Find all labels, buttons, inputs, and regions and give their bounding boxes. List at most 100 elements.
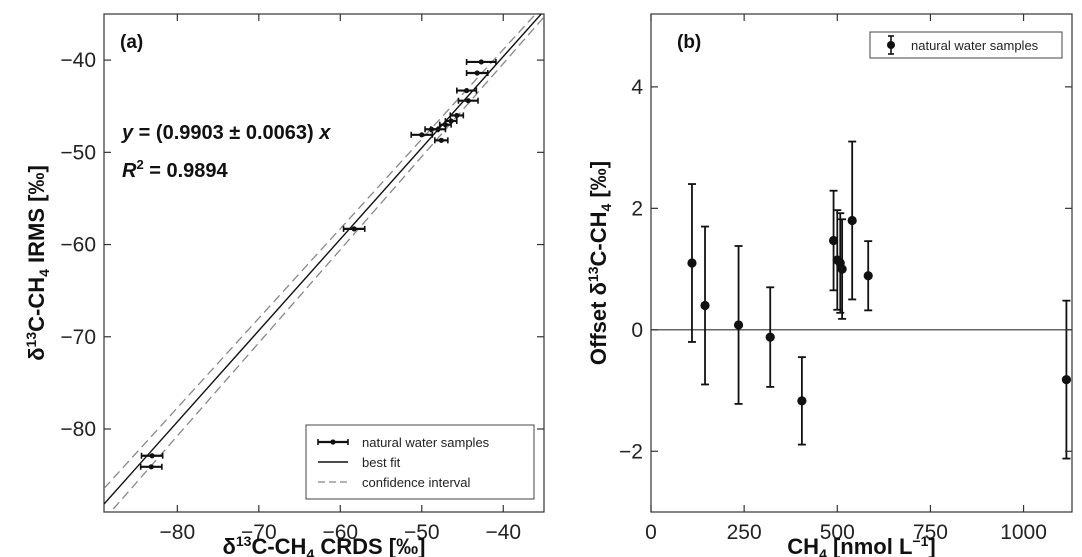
x-tick-label: 750 bbox=[913, 521, 948, 544]
r-squared-value: = 0.9894 bbox=[144, 160, 229, 182]
sample-point bbox=[438, 121, 452, 128]
x-tick-label: −40 bbox=[485, 521, 521, 544]
fit-equation-coefficient: = (0.9903 ± 0.0063) bbox=[133, 122, 319, 144]
sample-point bbox=[765, 286, 775, 388]
sample-point bbox=[457, 97, 479, 104]
y-tick-label: −50 bbox=[60, 141, 96, 164]
data-point bbox=[419, 132, 425, 138]
panel-b-plot-frame bbox=[650, 13, 1073, 513]
sample-point bbox=[797, 356, 807, 446]
legend-marker bbox=[887, 41, 895, 49]
panel-a-plot-frame bbox=[103, 13, 545, 513]
legend-label-natural-water-samples: natural water samples bbox=[911, 38, 1039, 53]
sample-point bbox=[847, 140, 857, 301]
x-tick-label: −80 bbox=[160, 521, 196, 544]
data-point bbox=[478, 59, 484, 65]
x-tick-label: 250 bbox=[727, 521, 762, 544]
sample-point bbox=[837, 218, 847, 320]
data-point bbox=[828, 235, 839, 246]
panel-a-plot-area bbox=[104, 14, 544, 512]
panel-b-legend-box bbox=[869, 31, 1063, 59]
x-tick-label: −50 bbox=[404, 521, 440, 544]
legend-symbol-natural-water-samples bbox=[317, 439, 349, 445]
panel-a-label: (a) bbox=[120, 32, 143, 53]
sample-point bbox=[733, 245, 744, 405]
data-point bbox=[148, 464, 154, 470]
data-point bbox=[448, 118, 454, 124]
y-tick-label: 0 bbox=[631, 319, 643, 342]
sample-point bbox=[449, 112, 465, 119]
legend-symbol-natural-water-samples bbox=[887, 35, 895, 55]
sample-point bbox=[140, 452, 164, 459]
panel-b-x-axis-title: CH4 [nmol L−1] bbox=[787, 533, 935, 557]
sample-point bbox=[424, 126, 439, 133]
x-tick-label: 500 bbox=[820, 521, 855, 544]
panel-a-legend: natural water samples best fit confidenc… bbox=[305, 424, 535, 500]
data-point bbox=[687, 258, 697, 268]
best-fit-line bbox=[104, 14, 543, 505]
x-tick-label: 0 bbox=[645, 521, 657, 544]
fit-equation-x: x bbox=[318, 122, 331, 144]
confidence-interval-line bbox=[104, 14, 537, 489]
data-point bbox=[428, 126, 435, 132]
data-point bbox=[733, 320, 744, 330]
data-point bbox=[474, 70, 480, 76]
data-point bbox=[438, 137, 444, 143]
y-tick-label: −2 bbox=[619, 440, 643, 463]
panel-b-ticks: 0 250 500 750 1000 −2 0 2 4 bbox=[619, 14, 1072, 544]
panel-a-y-axis-title: δ13C-CH4 IRMS [‰] bbox=[23, 165, 52, 361]
sample-point bbox=[444, 117, 458, 124]
y-tick-label: 4 bbox=[631, 76, 643, 99]
y-tick-label: −60 bbox=[60, 234, 96, 257]
y-tick-label: −80 bbox=[60, 418, 96, 441]
data-point bbox=[700, 300, 710, 311]
panel-a-x-axis-title: δ13C-CH4 CRDS [‰] bbox=[223, 533, 426, 557]
data-point bbox=[1061, 375, 1072, 385]
panel-b-y-axis-title: Offset δ13C-CH4 [‰] bbox=[585, 161, 614, 365]
sample-point bbox=[434, 137, 449, 144]
panel-a-fit-equation: y = (0.9903 ± 0.0063) x bbox=[121, 122, 331, 144]
x-tick-label: −70 bbox=[241, 521, 277, 544]
sample-point bbox=[342, 225, 366, 232]
panel-b-label: (b) bbox=[677, 32, 701, 53]
data-point bbox=[797, 396, 807, 406]
sample-point bbox=[465, 70, 489, 77]
data-point bbox=[149, 453, 155, 459]
y-tick-label: −70 bbox=[60, 326, 96, 349]
sample-point bbox=[863, 240, 873, 312]
data-point bbox=[837, 264, 847, 274]
sample-point bbox=[700, 225, 710, 386]
panel-b: 0 250 500 750 1000 −2 0 2 4 (b) CH4 [nmol L−1] O… bbox=[585, 13, 1073, 557]
panel-b-legend: natural water samples bbox=[869, 31, 1063, 59]
y-tick-label: −40 bbox=[60, 49, 96, 72]
data-point bbox=[847, 215, 857, 226]
r-squared-exponent: 2 bbox=[136, 157, 143, 172]
panel-b-plot-area bbox=[651, 140, 1072, 460]
sample-point bbox=[410, 131, 434, 138]
legend-label-natural-water-samples: natural water samples bbox=[362, 435, 490, 450]
legend-label-best-fit: best fit bbox=[362, 455, 401, 470]
y-tick-label: 2 bbox=[631, 197, 643, 220]
x-tick-label: 1000 bbox=[1000, 521, 1047, 544]
data-point bbox=[465, 98, 471, 104]
sample-point bbox=[1061, 299, 1072, 460]
data-point bbox=[863, 271, 873, 281]
sample-point bbox=[465, 58, 497, 65]
sample-point bbox=[139, 463, 163, 470]
legend-label-confidence-interval: confidence interval bbox=[362, 475, 471, 490]
x-tick-label: −60 bbox=[322, 521, 358, 544]
data-point bbox=[454, 112, 460, 119]
r-squared-symbol: R bbox=[122, 160, 137, 182]
panel-a-ticks: −80 −70 −60 −50 −40 −80 −70 −60 −50 −40 bbox=[60, 14, 544, 544]
legend-marker bbox=[330, 439, 336, 445]
data-point bbox=[351, 226, 357, 232]
data-point bbox=[765, 332, 775, 342]
sample-point bbox=[456, 87, 478, 94]
fit-equation-y: y bbox=[121, 122, 134, 144]
sample-point bbox=[687, 183, 697, 343]
panel-a-r-squared: R2 = 0.9894 bbox=[122, 157, 229, 182]
sample-point bbox=[828, 189, 839, 292]
panel-a: −80 −70 −60 −50 −40 −80 −70 −60 −50 −40 (a) y = (… bbox=[23, 13, 545, 557]
data-point bbox=[442, 122, 449, 128]
